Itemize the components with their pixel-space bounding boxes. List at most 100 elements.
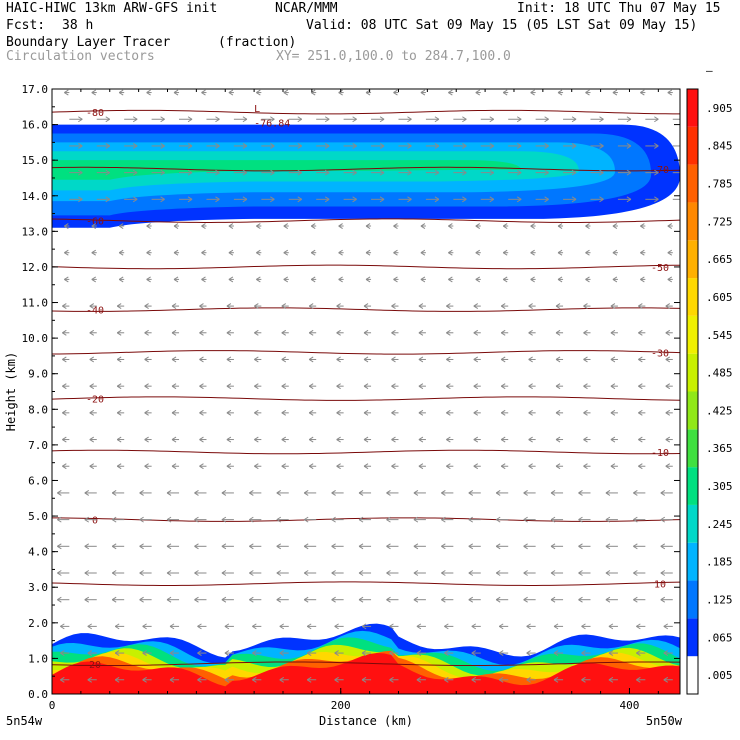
circulation-vector-head [612, 276, 618, 283]
y-tick-label: 4.0 [28, 546, 48, 559]
circulation-vector-head [358, 570, 364, 576]
circulation-vector-head [553, 650, 559, 656]
circulation-vector-head [78, 169, 83, 176]
circulation-vector-head [363, 356, 369, 363]
circulation-vector-head [654, 196, 659, 203]
circulation-vector-head [608, 623, 614, 630]
circulation-vector-head [391, 463, 396, 470]
circulation-vector-head [166, 543, 172, 550]
colorbar-label: .185 [706, 556, 733, 569]
circulation-vector-head [221, 516, 227, 523]
circulation-vector-head [528, 329, 533, 336]
circulation-vector-head [336, 329, 341, 336]
colorbar-swatch [687, 542, 698, 581]
circulation-vector-head [585, 223, 590, 229]
circulation-vector-head [144, 383, 149, 390]
circulation-vector-head [256, 89, 261, 96]
colorbar-label: .605 [706, 291, 733, 304]
circulation-vector-head [444, 650, 449, 656]
circulation-vector-head [473, 356, 479, 363]
circulation-vector-head [144, 463, 149, 470]
circulation-vector-head [254, 383, 259, 390]
circulation-vector-head [352, 169, 357, 176]
circulation-vector-head [105, 116, 111, 123]
circulation-vector-head [226, 436, 232, 443]
circulation-vector-head [530, 89, 535, 96]
circulation-vector-head [308, 436, 314, 443]
circulation-vector-head [416, 650, 422, 656]
circulation-vector-head [361, 623, 367, 630]
circulation-vector-head [146, 223, 151, 229]
y-tick-label: 0.0 [28, 688, 48, 701]
circulation-vector-head [169, 650, 175, 656]
circulation-vector-head [500, 329, 506, 336]
circulation-vector-head [523, 490, 528, 496]
circulation-vector-head [585, 249, 590, 256]
circulation-vector-head [557, 249, 563, 256]
circulation-vector-head [194, 596, 199, 603]
circulation-vector-head [441, 543, 446, 550]
circulation-vector-head [171, 436, 177, 443]
circulation-vector-head [654, 116, 659, 123]
circulation-vector-head [331, 543, 336, 550]
circulation-vector-head [473, 409, 479, 416]
header-fcst-value: 38 h [62, 18, 94, 33]
circulation-vector-head [581, 650, 586, 656]
contour-label-0: 0 [92, 516, 98, 527]
circulation-vector-head [310, 249, 316, 256]
circulation-vector-head [473, 436, 479, 443]
circulation-vector-head [116, 303, 122, 310]
circulation-vector-head [665, 383, 671, 390]
circulation-vector-head [116, 329, 122, 336]
circulation-vector-head [57, 596, 62, 603]
circulation-vector-head [610, 383, 616, 390]
contour-line--30 [52, 350, 680, 355]
circulation-vector-head [105, 196, 111, 203]
circulation-vector-head [84, 490, 90, 496]
circulation-vector-head [89, 303, 95, 310]
circulation-vector-head [336, 303, 341, 310]
circulation-vector-head [324, 143, 330, 149]
circulation-vector-head [62, 303, 67, 310]
circulation-vector-head [363, 303, 369, 310]
circulation-vector-head [334, 623, 339, 630]
y-tick-label: 1.0 [28, 652, 48, 665]
circulation-vector-head [475, 249, 481, 256]
contour-line--40 [52, 307, 680, 312]
circulation-vector-head [626, 196, 632, 203]
contour-line--50 [52, 264, 680, 270]
circulation-vector-head [338, 249, 343, 256]
x-axis-label: Distance (km) [319, 714, 413, 728]
circulation-vector-head [270, 116, 275, 123]
circulation-vector-head [523, 570, 528, 576]
circulation-vector-head [62, 329, 67, 336]
circulation-vector-head [249, 490, 254, 496]
circulation-vector-head [228, 223, 234, 229]
circulation-vector-head [324, 169, 330, 176]
circulation-vector-head [583, 436, 588, 443]
colorbar-label: .005 [706, 669, 733, 682]
circulation-vector-head [638, 463, 643, 470]
contour-line--80 [52, 109, 680, 115]
circulation-vector-head [391, 409, 396, 416]
upper-tracer-band-4 [52, 160, 522, 180]
circulation-vector-head [391, 329, 396, 336]
circulation-vector-head [553, 623, 559, 630]
circulation-vector-head [171, 303, 177, 310]
y-tick-label: 11.0 [22, 297, 49, 310]
circulation-vector-head [379, 196, 385, 203]
circulation-vector-head [132, 169, 138, 176]
circulation-vector-head [468, 516, 474, 523]
circulation-vector-head [500, 409, 506, 416]
circulation-vector-head [336, 409, 341, 416]
circulation-vector-head [199, 356, 204, 363]
circulation-vector-head [393, 276, 398, 283]
circulation-vector-head [682, 143, 686, 148]
circulation-vector-head [171, 356, 177, 363]
colorbar-swatch [687, 353, 698, 392]
circulation-vector-head [516, 143, 522, 149]
circulation-vector-head [331, 516, 336, 523]
circulation-vector-head [530, 276, 535, 283]
circulation-vector-head [523, 516, 528, 523]
circulation-vector-head [352, 196, 357, 203]
